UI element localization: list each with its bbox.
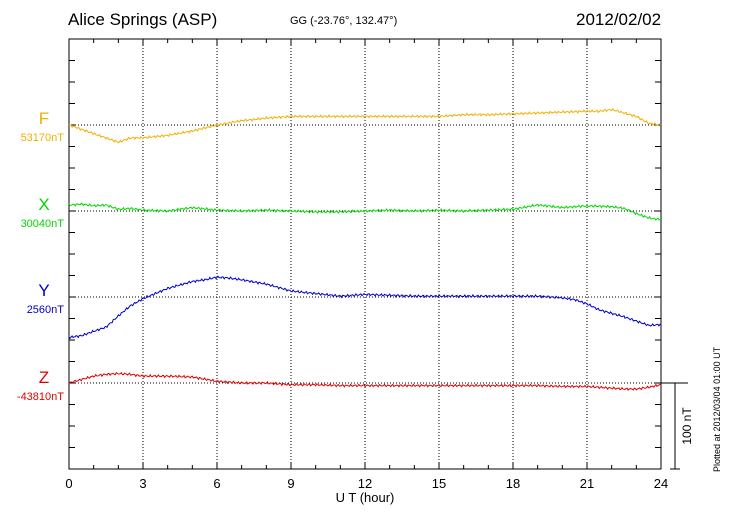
station-coordinates: GG (-23.76°, 132.47°) bbox=[290, 15, 398, 27]
series-name-f: F bbox=[39, 109, 49, 128]
x-tick-label: 24 bbox=[654, 476, 668, 491]
series-lines bbox=[68, 107, 662, 391]
station-title: Alice Springs (ASP) bbox=[68, 10, 218, 29]
x-tick-labels: 0 3 6 9 12 15 18 21 24 bbox=[65, 476, 668, 491]
x-tick-label: 9 bbox=[287, 476, 294, 491]
series-name-y: Y bbox=[38, 281, 49, 300]
x-tick-label: 21 bbox=[580, 476, 594, 491]
scale-bar: 100 nT bbox=[661, 382, 694, 470]
series-line-x bbox=[68, 202, 662, 221]
x-tick-label: 18 bbox=[506, 476, 520, 491]
plot-frame bbox=[68, 38, 662, 470]
series-baseline-f: 53170nT bbox=[21, 132, 65, 144]
grid-lines bbox=[69, 39, 661, 469]
x-tick-label: 15 bbox=[432, 476, 446, 491]
series-baseline-x: 30040nT bbox=[21, 218, 65, 230]
x-tick-label: 12 bbox=[358, 476, 372, 491]
plot-border bbox=[68, 38, 662, 470]
series-labels: F 53170nT X 30040nT Y 2560nT Z -43810nT bbox=[17, 109, 64, 403]
series-baseline-y: 2560nT bbox=[27, 304, 65, 316]
series-line-z bbox=[68, 371, 662, 391]
series-line-y bbox=[68, 275, 662, 340]
series-name-x: X bbox=[38, 195, 49, 214]
series-baseline-z: -43810nT bbox=[17, 391, 64, 403]
plot-date: 2012/02/02 bbox=[576, 10, 662, 29]
series-line-f bbox=[68, 107, 662, 144]
series-name-z: Z bbox=[39, 368, 49, 387]
x-tick-label: 3 bbox=[139, 476, 146, 491]
x-tick-label: 6 bbox=[213, 476, 220, 491]
x-tick-label: 0 bbox=[65, 476, 72, 491]
scale-bar-label: 100 nT bbox=[680, 407, 694, 445]
axis-ticks bbox=[68, 38, 662, 470]
x-axis-label: U T (hour) bbox=[336, 490, 395, 505]
